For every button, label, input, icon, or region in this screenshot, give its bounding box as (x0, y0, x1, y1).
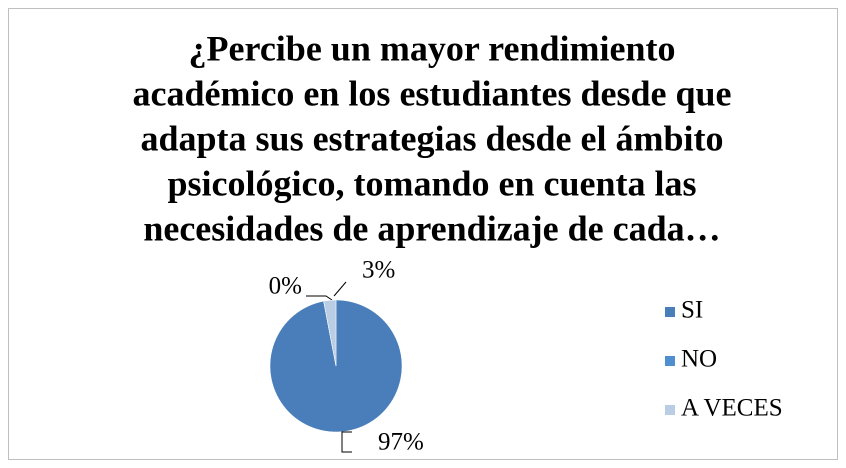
leader-line (333, 281, 347, 297)
leader-line (341, 431, 352, 453)
leader-line (306, 295, 333, 301)
chart-title: necesidades de aprendizaje de cada… (143, 208, 720, 248)
data-label: 97% (378, 429, 424, 456)
chart-title: psicológico, tomando en cuenta las (167, 163, 696, 203)
legend-label: SI (681, 297, 703, 324)
chart-border (8, 8, 838, 460)
legend-swatch (665, 307, 675, 317)
chart-title: ¿Percibe un mayor rendimiento (189, 28, 676, 68)
chart-title: adapta sus estrategias desde el ámbito (141, 118, 724, 158)
pie-slice (323, 299, 337, 367)
data-label: 0% (269, 273, 302, 300)
legend-swatch (665, 405, 675, 415)
legend-label: A VECES (681, 395, 783, 422)
chart-title: académico en los estudiantes desde que (132, 73, 731, 113)
legend-swatch (665, 356, 675, 366)
legend-label: NO (681, 346, 717, 373)
data-label: 3% (362, 257, 395, 284)
